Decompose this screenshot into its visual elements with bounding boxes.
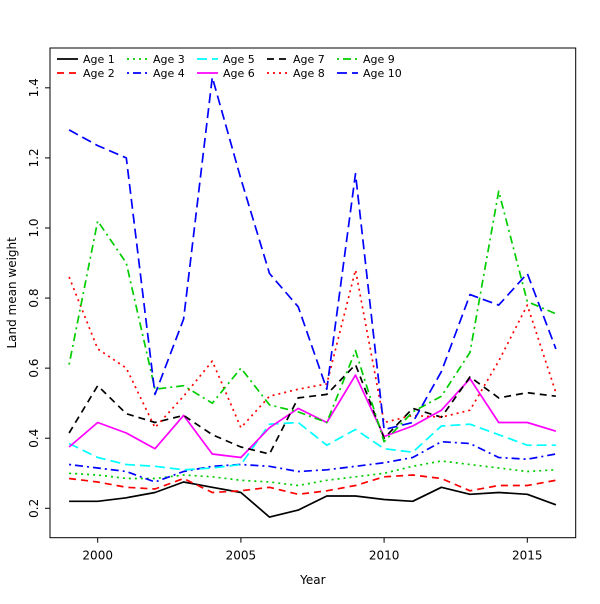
- legend-label: Age 4: [153, 67, 185, 80]
- x-axis-title: Year: [299, 573, 325, 587]
- series-line-age-3: [69, 460, 556, 487]
- y-axis-tick-label: 1.0: [27, 218, 41, 237]
- y-axis-tick-label: 0.8: [27, 289, 41, 308]
- series-line-age-4: [68, 440, 557, 483]
- legend-item-age-1: Age 1: [57, 53, 115, 66]
- legend-item-age-7: Age 7: [267, 53, 325, 66]
- legend-item-age-2: Age 2: [57, 67, 115, 80]
- y-axis-tick-label: 1.4: [27, 78, 41, 97]
- y-axis-tick-label: 0.2: [27, 499, 41, 518]
- series-line-age-1: [69, 481, 557, 518]
- x-axis-tick-label: 2010: [369, 549, 400, 563]
- x-axis-tick-label: 2015: [512, 549, 543, 563]
- y-axis-tick-label: 1.2: [27, 148, 41, 167]
- legend-label: Age 2: [83, 67, 115, 80]
- legend-label: Age 1: [83, 53, 115, 66]
- legend-label: Age 7: [293, 53, 325, 66]
- legend-item-age-10: Age 10: [337, 67, 402, 80]
- legend-label: Age 10: [363, 67, 402, 80]
- x-axis-tick-label: 2000: [82, 549, 113, 563]
- y-axis-tick-label: 0.6: [27, 359, 41, 378]
- legend-label: Age 9: [363, 53, 395, 66]
- legend-label: Age 8: [293, 67, 325, 80]
- series-line-age-6: [68, 374, 557, 459]
- legend-item-age-5: Age 5: [197, 53, 255, 66]
- legend-label: Age 3: [153, 53, 185, 66]
- legend-label: Age 6: [223, 67, 255, 80]
- legend-item-age-4: Age 4: [127, 67, 185, 80]
- legend-item-age-3: Age 3: [127, 53, 185, 66]
- series-line-age-10: [68, 76, 557, 431]
- series-line-age-9: [68, 190, 557, 443]
- x-axis-tick-label: 2005: [226, 549, 257, 563]
- legend-item-age-9: Age 9: [337, 53, 395, 66]
- series-line-age-5: [68, 421, 556, 471]
- y-axis-tick-label: 0.4: [27, 429, 41, 448]
- legend-item-age-8: Age 8: [267, 67, 325, 80]
- y-axis-title: Land mean weight: [5, 237, 19, 349]
- series-line-age-7: [68, 363, 557, 455]
- plot-frame: [49, 47, 577, 539]
- legend-label: Age 5: [223, 53, 255, 66]
- legend-item-age-6: Age 6: [197, 67, 255, 80]
